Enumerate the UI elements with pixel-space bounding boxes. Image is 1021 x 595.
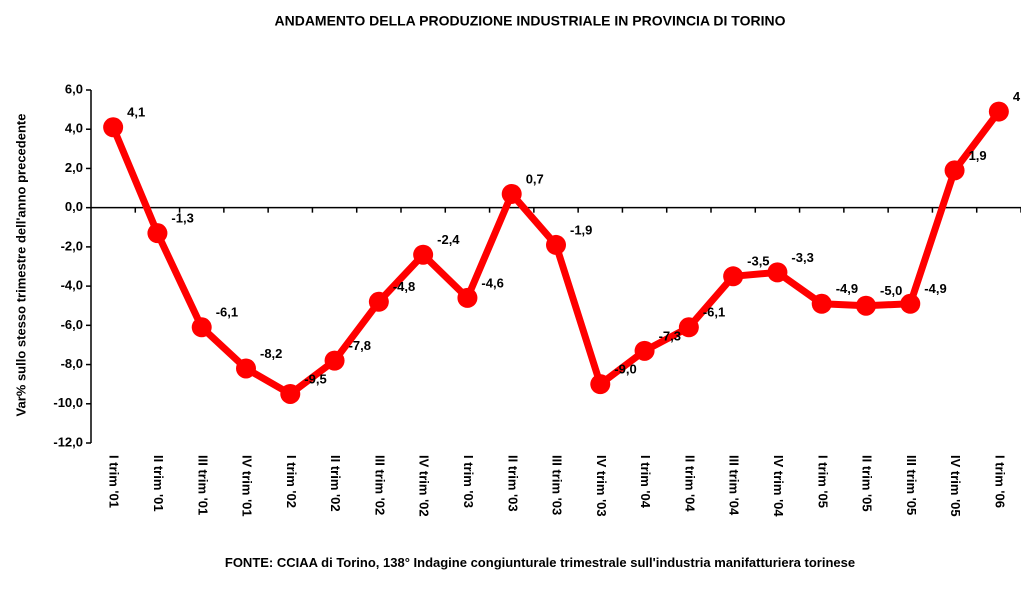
point [236, 358, 256, 379]
point [413, 244, 434, 265]
point [900, 293, 921, 314]
x-tick-label: III trim '02 [372, 455, 387, 515]
data-label: -4,9 [924, 281, 946, 296]
data-label: -6,1 [216, 305, 238, 320]
x-tick-label: I trim '05 [815, 455, 830, 508]
data-label: -9,5 [304, 371, 326, 386]
y-tick-label: 4,0 [65, 121, 83, 136]
data-label: 4,1 [127, 105, 145, 120]
x-tick-label: II trim '03 [505, 455, 520, 512]
x-tick-label: I trim '04 [638, 455, 653, 509]
point [147, 223, 168, 244]
data-label: -1,3 [171, 211, 193, 226]
point [103, 117, 124, 138]
x-tick-label: III trim '04 [727, 455, 742, 516]
data-label: -7,3 [659, 328, 681, 343]
x-tick-label: I trim '06 [992, 455, 1007, 508]
x-tick-label: IV trim '03 [594, 455, 609, 517]
point [324, 350, 345, 371]
point [191, 317, 212, 338]
x-tick-label: I trim '02 [284, 455, 299, 508]
data-label: -3,5 [747, 254, 769, 269]
chart-title: ANDAMENTO DELLA PRODUZIONE INDUSTRIALE I… [274, 13, 785, 29]
y-tick-label: -8,0 [61, 356, 83, 371]
x-tick-label: I trim '03 [461, 455, 476, 508]
point [457, 287, 478, 308]
x-tick-label: II trim '01 [151, 455, 166, 512]
point [546, 234, 566, 255]
data-label: -4,8 [393, 279, 415, 294]
x-tick-label: IV trim '01 [240, 455, 255, 517]
y-tick-label: 0,0 [65, 199, 83, 214]
point [590, 374, 611, 395]
point [501, 183, 522, 204]
data-label: -1,9 [570, 222, 592, 237]
x-tick-label: IV trim '05 [948, 455, 963, 517]
x-tick-label: III trim '05 [904, 455, 919, 515]
data-label: -2,4 [437, 232, 460, 247]
y-tick-label: -6,0 [61, 317, 83, 332]
y-tick-label: 2,0 [65, 160, 83, 175]
source-note: FONTE: CCIAA di Torino, 138° Indagine co… [224, 555, 856, 570]
data-label: -6,1 [703, 305, 725, 320]
x-tick-label: II trim '04 [682, 455, 697, 512]
data-label: -9,0 [614, 362, 636, 377]
data-label: 1,9 [969, 148, 987, 163]
x-tick-label: IV trim '02 [417, 455, 432, 517]
point [944, 160, 965, 181]
x-tick-label: III trim '01 [195, 455, 210, 515]
data-label: -8,2 [260, 346, 282, 361]
point [988, 101, 1009, 122]
point [368, 291, 389, 312]
data-label: 4,9 [1013, 89, 1021, 104]
y-tick-label: 6,0 [65, 81, 83, 96]
x-tick-label: II trim '05 [860, 455, 875, 512]
data-label: -7,8 [349, 338, 371, 353]
y-tick-label: -4,0 [61, 278, 83, 293]
data-label: -4,9 [836, 281, 858, 296]
point [856, 295, 876, 316]
data-label: -3,3 [791, 250, 813, 265]
point [280, 383, 301, 404]
y-tick-label: -12,0 [53, 434, 83, 449]
y-axis-label: Var% sullo stesso trimestre dell'anno pr… [13, 114, 28, 417]
point [811, 293, 832, 314]
x-tick-label: II trim '02 [328, 455, 343, 512]
data-label: -5,0 [880, 283, 902, 298]
data-label: -4,6 [481, 275, 503, 290]
y-tick-label: -2,0 [61, 238, 83, 253]
y-tick-label: -10,0 [53, 395, 83, 410]
point [678, 317, 699, 338]
x-tick-label: I trim '01 [107, 455, 122, 508]
data-label: 0,7 [526, 171, 544, 186]
x-tick-label: III trim '03 [550, 455, 565, 515]
point [634, 340, 655, 361]
point [767, 262, 788, 283]
x-tick-label: IV trim '04 [771, 455, 786, 517]
point [723, 266, 744, 287]
